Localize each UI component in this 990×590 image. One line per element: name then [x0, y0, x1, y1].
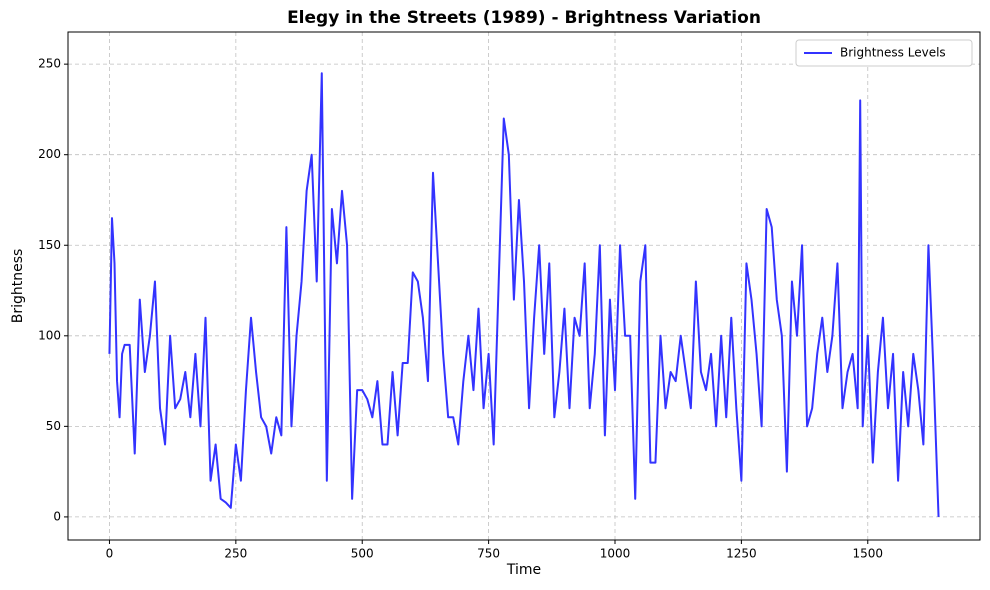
chart-title: Elegy in the Streets (1989) - Brightness… [287, 8, 761, 28]
legend-label: Brightness Levels [840, 46, 946, 60]
x-tick-label: 250 [224, 547, 247, 561]
x-tick-label: 1000 [600, 547, 631, 561]
x-tick-label: 500 [351, 547, 374, 561]
data-line [108, 72, 940, 517]
x-tick-label: 1500 [852, 547, 883, 561]
x-axis-label: Time [506, 562, 541, 578]
y-tick-label: 150 [38, 238, 61, 252]
y-tick-label: 100 [38, 328, 61, 342]
x-tick-label: 1250 [726, 547, 757, 561]
legend-box [795, 39, 973, 67]
plot-frame [67, 31, 981, 541]
y-tick-label: 250 [38, 57, 61, 71]
y-tick-label: 200 [38, 147, 61, 161]
x-tick-label: 0 [106, 547, 114, 561]
y-axis-label: Brightness [10, 249, 26, 324]
y-tick-label: 0 [53, 509, 61, 523]
x-tick-label: 750 [477, 547, 500, 561]
y-tick-label: 50 [46, 419, 61, 433]
